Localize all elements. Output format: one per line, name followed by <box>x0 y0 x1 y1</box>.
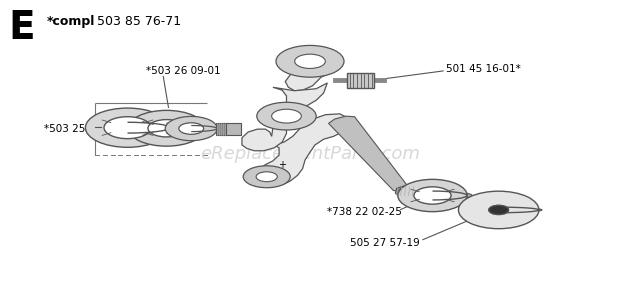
Text: eReplacementParts.com: eReplacementParts.com <box>200 145 420 163</box>
Circle shape <box>272 109 301 123</box>
Ellipse shape <box>489 205 508 215</box>
Ellipse shape <box>104 117 151 139</box>
Ellipse shape <box>166 116 217 141</box>
Text: 503 85 76-71: 503 85 76-71 <box>97 15 180 28</box>
Bar <box>222 123 241 135</box>
Ellipse shape <box>169 126 221 132</box>
Circle shape <box>256 172 277 182</box>
Polygon shape <box>242 83 327 151</box>
Circle shape <box>243 166 290 188</box>
Ellipse shape <box>461 207 542 213</box>
Ellipse shape <box>148 119 185 137</box>
Circle shape <box>257 102 316 130</box>
Bar <box>347 73 374 88</box>
Circle shape <box>276 46 344 77</box>
Ellipse shape <box>86 108 170 147</box>
Ellipse shape <box>414 187 451 204</box>
Circle shape <box>489 205 508 215</box>
Text: 505 27 57-19: 505 27 57-19 <box>350 238 420 248</box>
Text: *738 22 02-25: *738 22 02-25 <box>327 207 402 217</box>
Ellipse shape <box>398 179 467 212</box>
Text: +: + <box>278 160 286 170</box>
Ellipse shape <box>135 123 211 133</box>
Text: *503 26 09-01: *503 26 09-01 <box>146 66 221 75</box>
Polygon shape <box>329 116 409 191</box>
Ellipse shape <box>128 110 205 146</box>
Circle shape <box>294 54 326 68</box>
Ellipse shape <box>91 122 174 133</box>
Bar <box>216 123 226 135</box>
Polygon shape <box>255 114 350 186</box>
Ellipse shape <box>458 191 539 229</box>
Polygon shape <box>396 186 417 196</box>
Text: *compl: *compl <box>47 15 95 28</box>
Polygon shape <box>285 55 335 91</box>
Text: E: E <box>8 9 35 47</box>
Text: *503 25 20-02: *503 25 20-02 <box>44 124 118 134</box>
Text: 501 45 16-01*: 501 45 16-01* <box>446 64 521 74</box>
Ellipse shape <box>179 123 203 134</box>
Ellipse shape <box>403 191 472 200</box>
